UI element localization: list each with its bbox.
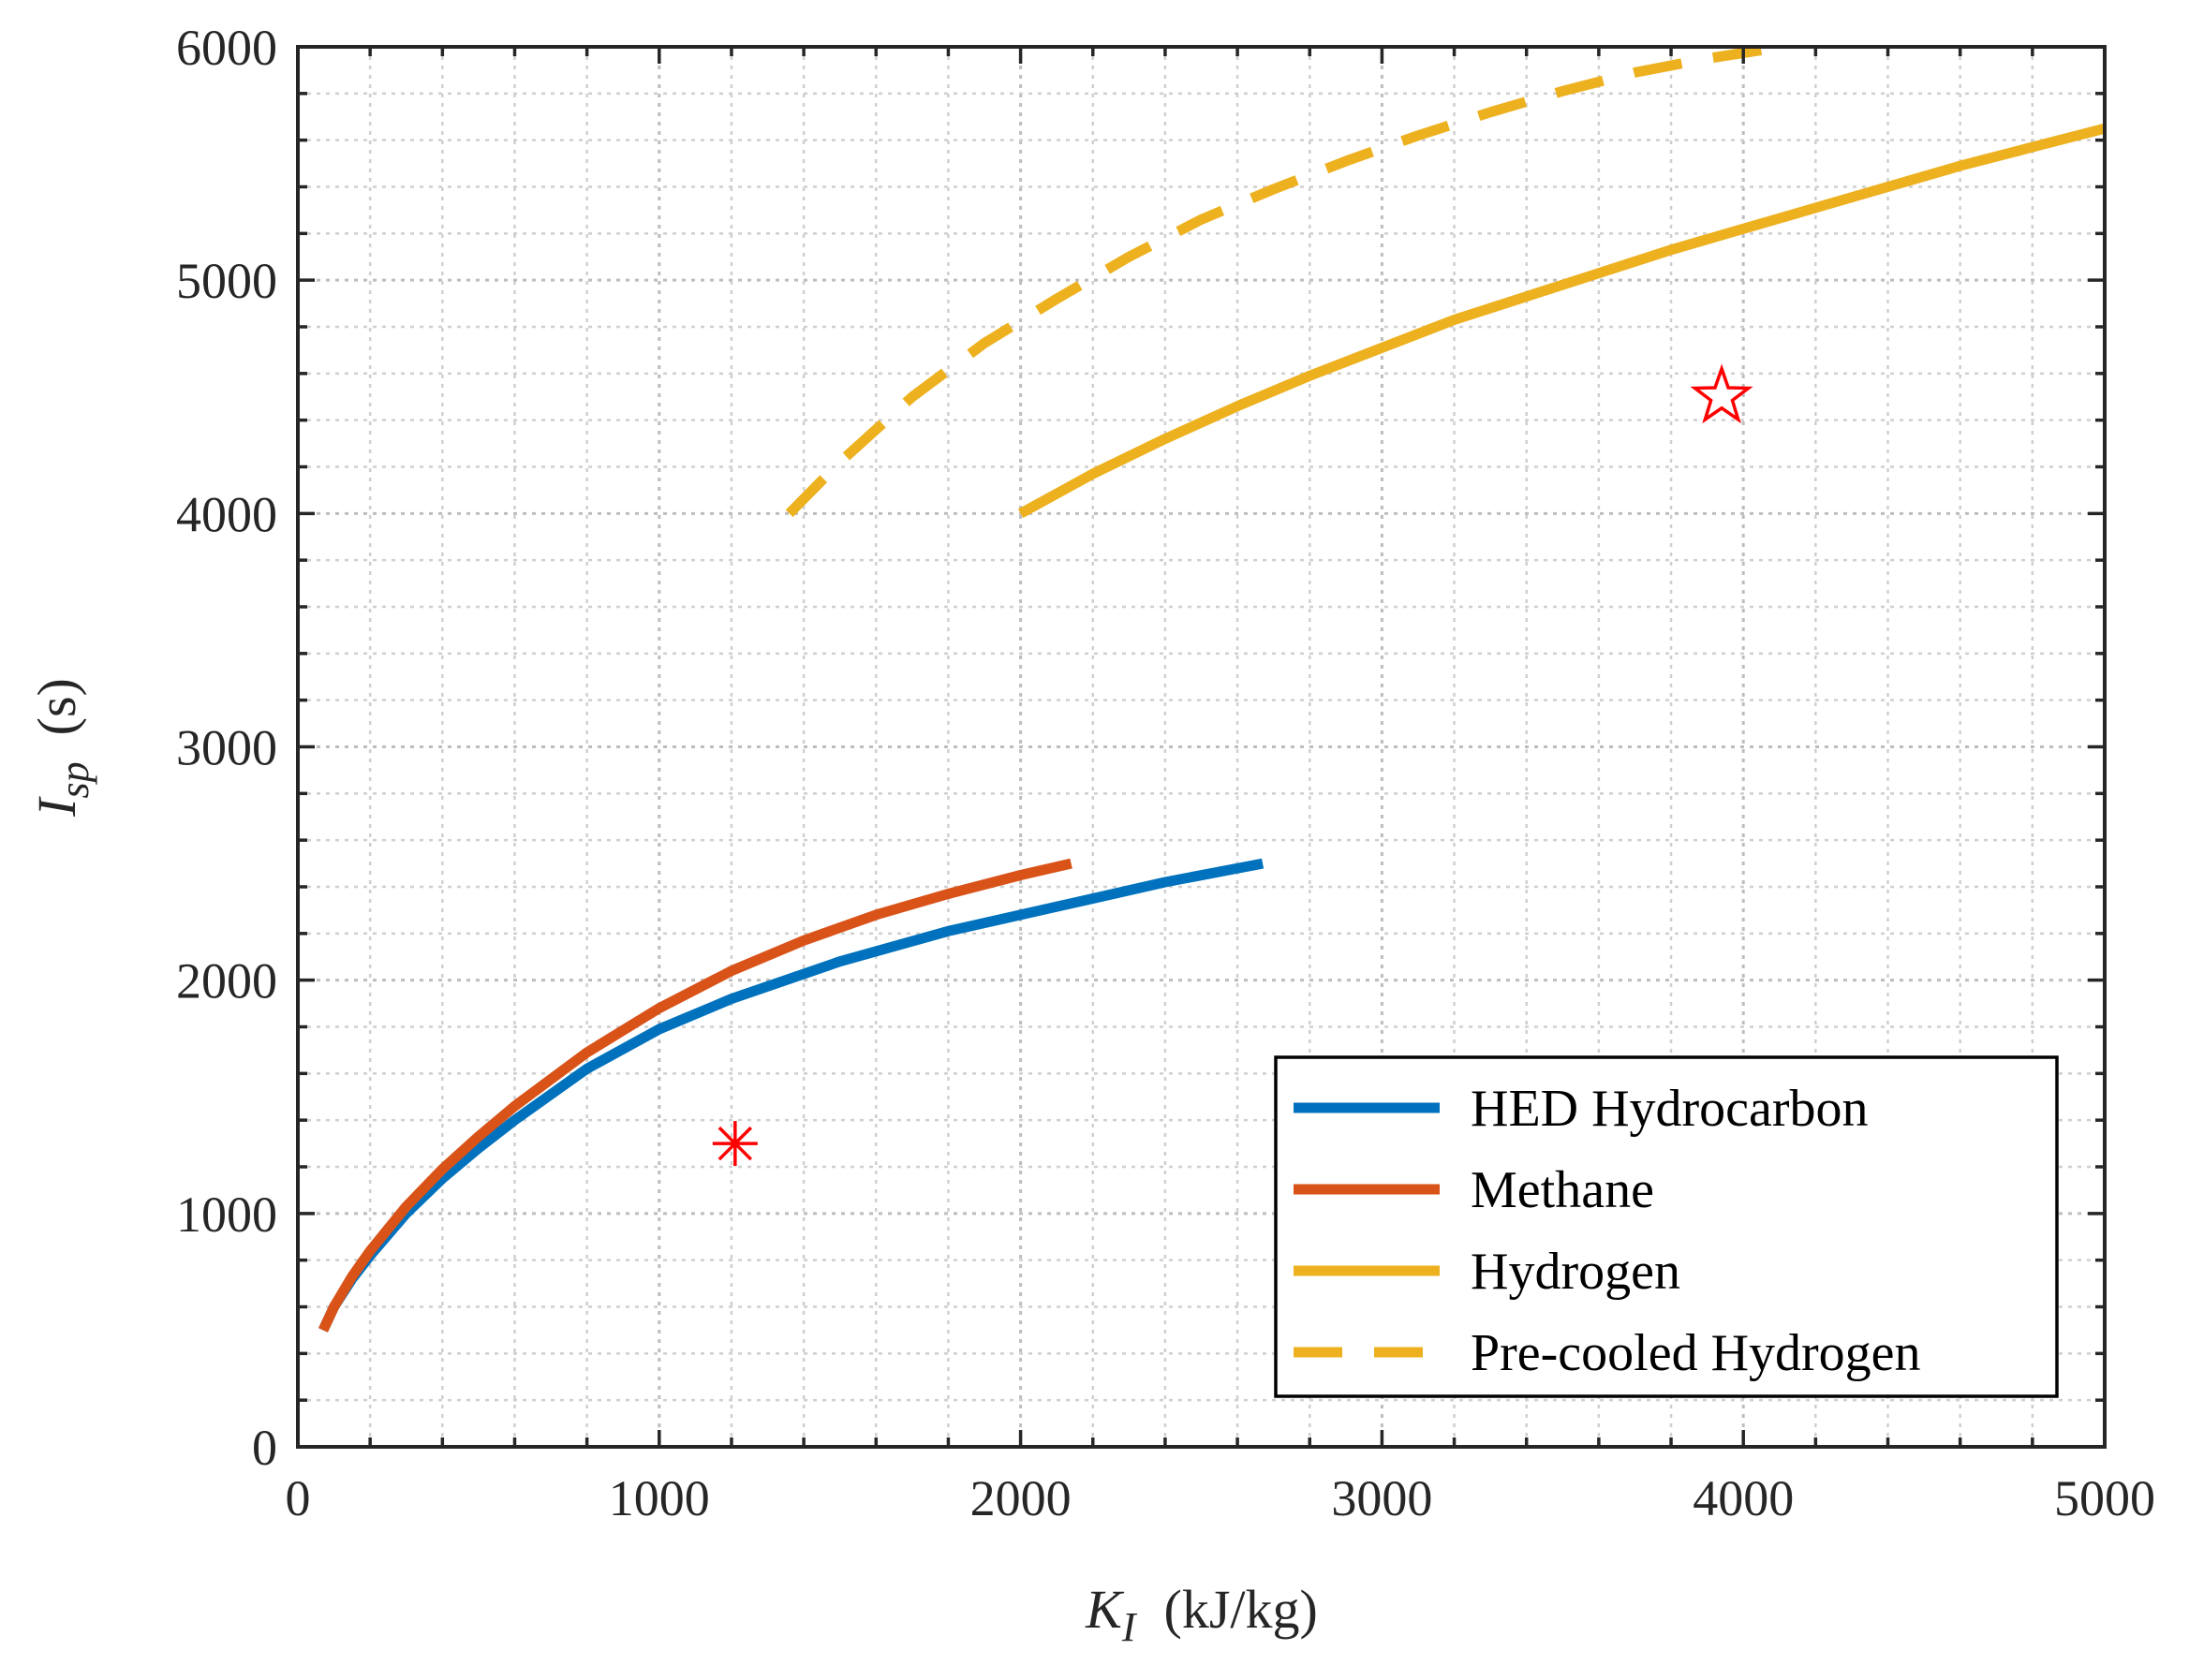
star-point — [1690, 363, 1753, 424]
series-line-pre-cooled-hydrogen — [785, 41, 1784, 518]
series-line-methane — [318, 858, 1072, 1333]
asterisk-point — [712, 1121, 758, 1167]
series-line-hydrogen — [1017, 123, 2107, 519]
legend-label: Pre-cooled Hydrogen — [1471, 1324, 1921, 1382]
y-tick-label: 1000 — [176, 1186, 277, 1243]
legend-label: Methane — [1471, 1161, 1654, 1219]
x-tick-label: 2000 — [970, 1470, 1072, 1526]
legend-box — [1274, 1055, 2059, 1398]
y-tick-label: 3000 — [176, 720, 277, 776]
y-tick-label: 5000 — [176, 253, 277, 309]
y-tick-label: 0 — [252, 1420, 277, 1476]
x-tick-label: 0 — [286, 1470, 311, 1526]
x-tick-label: 3000 — [1331, 1470, 1432, 1526]
x-tick-label: 1000 — [609, 1470, 710, 1526]
legend-label: HED Hydrocarbon — [1471, 1080, 1869, 1138]
legend-label: Hydrogen — [1471, 1243, 1680, 1301]
y-tick-labels: 0 1000 2000 3000 4000 5000 6000 — [176, 20, 277, 1476]
x-tick-label: 4000 — [1693, 1470, 1794, 1526]
y-tick-label: 6000 — [176, 20, 277, 76]
x-tick-labels: 0 1000 2000 3000 4000 5000 — [286, 1470, 2156, 1526]
y-axis-label: Isp(s) — [26, 678, 97, 818]
axes-box — [296, 45, 2107, 1449]
x-axis-label: KI (kJ/kg) — [1085, 1579, 1318, 1650]
series-layer — [318, 41, 2107, 1333]
y-tick-label: 4000 — [176, 486, 277, 542]
legend: HED Hydrocarbon Methane Hydrogen Pre-cooled… — [1274, 1055, 2059, 1398]
y-tick-label: 2000 — [176, 953, 277, 1009]
series-line-hed-hydrocarbon — [318, 858, 1265, 1333]
x-tick-label: 5000 — [2054, 1470, 2155, 1526]
marker-layer — [712, 363, 1753, 1167]
